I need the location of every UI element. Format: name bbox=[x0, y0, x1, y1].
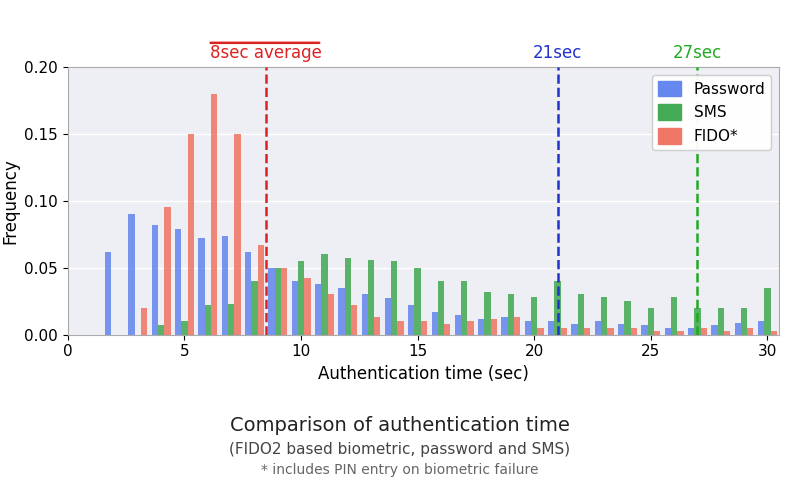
Bar bbox=[642, 325, 648, 335]
Bar bbox=[228, 304, 234, 335]
Bar bbox=[257, 245, 264, 335]
Bar bbox=[234, 134, 240, 335]
Bar bbox=[694, 308, 701, 335]
Bar bbox=[601, 297, 607, 335]
Bar bbox=[129, 214, 135, 335]
Bar bbox=[415, 268, 421, 335]
Bar bbox=[734, 323, 741, 335]
Bar bbox=[624, 301, 630, 335]
Bar bbox=[315, 284, 321, 335]
Bar bbox=[421, 321, 427, 335]
Bar bbox=[671, 297, 678, 335]
Bar bbox=[484, 292, 491, 335]
Bar bbox=[630, 328, 637, 335]
Bar bbox=[438, 281, 444, 335]
Bar bbox=[328, 294, 334, 335]
Bar bbox=[548, 321, 555, 335]
Bar bbox=[368, 260, 374, 335]
Bar bbox=[718, 308, 724, 335]
Bar bbox=[514, 317, 520, 335]
Bar bbox=[181, 321, 188, 335]
Text: 21sec: 21sec bbox=[533, 43, 582, 62]
Bar bbox=[578, 294, 584, 335]
Bar bbox=[507, 294, 514, 335]
Bar bbox=[584, 328, 590, 335]
Bar bbox=[351, 305, 357, 335]
Bar bbox=[648, 308, 654, 335]
Bar bbox=[338, 288, 344, 335]
Bar bbox=[701, 328, 707, 335]
Bar bbox=[431, 312, 438, 335]
Bar bbox=[304, 278, 311, 335]
Text: Comparison of authentication time: Comparison of authentication time bbox=[229, 416, 570, 435]
Bar bbox=[221, 236, 228, 335]
Bar bbox=[408, 305, 415, 335]
Bar bbox=[538, 328, 543, 335]
Bar bbox=[491, 318, 497, 335]
Bar bbox=[374, 317, 380, 335]
Text: 27sec: 27sec bbox=[673, 43, 722, 62]
Bar bbox=[397, 321, 403, 335]
Bar bbox=[281, 268, 287, 335]
Bar bbox=[444, 324, 451, 335]
Bar bbox=[321, 254, 328, 335]
Bar bbox=[298, 261, 304, 335]
Bar bbox=[711, 325, 718, 335]
Bar bbox=[525, 321, 531, 335]
Bar bbox=[198, 238, 205, 335]
Bar bbox=[362, 294, 368, 335]
Bar bbox=[467, 321, 474, 335]
Bar bbox=[152, 225, 158, 335]
Bar bbox=[607, 328, 614, 335]
Bar bbox=[252, 281, 257, 335]
X-axis label: Authentication time (sec): Authentication time (sec) bbox=[318, 365, 529, 383]
Bar bbox=[478, 318, 484, 335]
Bar bbox=[688, 328, 694, 335]
Bar bbox=[531, 297, 538, 335]
Bar bbox=[724, 331, 730, 335]
Bar bbox=[205, 305, 211, 335]
Bar bbox=[770, 331, 777, 335]
Bar bbox=[385, 298, 392, 335]
Bar bbox=[188, 134, 194, 335]
Bar bbox=[618, 324, 624, 335]
Bar bbox=[245, 251, 252, 335]
Text: * includes PIN entry on biometric failure: * includes PIN entry on biometric failur… bbox=[260, 463, 539, 477]
Bar bbox=[268, 268, 275, 335]
Bar bbox=[141, 308, 147, 335]
Bar bbox=[502, 317, 507, 335]
Text: 8sec average: 8sec average bbox=[210, 43, 322, 62]
Text: (FIDO2 based biometric, password and SMS): (FIDO2 based biometric, password and SMS… bbox=[229, 442, 570, 457]
Bar bbox=[275, 268, 281, 335]
Bar bbox=[211, 94, 217, 335]
Bar bbox=[747, 328, 753, 335]
Bar bbox=[594, 321, 601, 335]
Bar bbox=[105, 251, 111, 335]
Y-axis label: Frequency: Frequency bbox=[1, 158, 19, 244]
Bar bbox=[678, 331, 684, 335]
Bar bbox=[665, 328, 671, 335]
Bar bbox=[561, 328, 567, 335]
Bar bbox=[764, 288, 770, 335]
Legend: Password, SMS, FIDO*: Password, SMS, FIDO* bbox=[652, 75, 771, 150]
Bar bbox=[392, 261, 397, 335]
Bar bbox=[158, 325, 165, 335]
Bar bbox=[741, 308, 747, 335]
Bar bbox=[175, 229, 181, 335]
Bar bbox=[758, 321, 764, 335]
Bar bbox=[344, 258, 351, 335]
Bar bbox=[292, 281, 298, 335]
Bar bbox=[654, 331, 660, 335]
Bar bbox=[165, 207, 171, 335]
Bar bbox=[555, 281, 561, 335]
Bar bbox=[571, 324, 578, 335]
Bar bbox=[455, 315, 461, 335]
Bar bbox=[461, 281, 467, 335]
